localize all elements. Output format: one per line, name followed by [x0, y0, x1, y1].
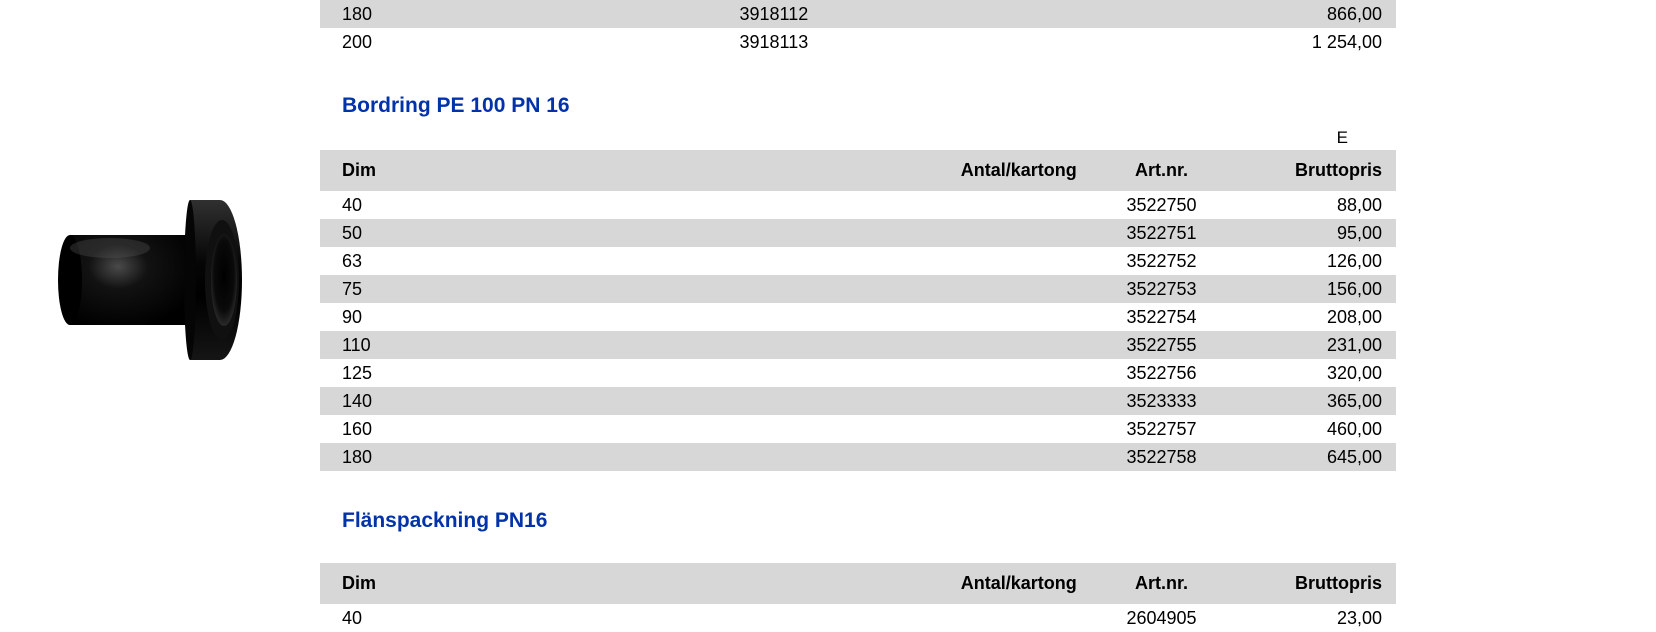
cell-price: 645,00: [1246, 443, 1396, 471]
section-title: Bordring PE 100 PN 16: [320, 94, 1396, 118]
cell-price: 320,00: [1246, 359, 1396, 387]
cell-price: 208,00: [1246, 303, 1396, 331]
cell-dim: 140: [320, 387, 917, 415]
header-antal: Antal/kartong: [917, 150, 1077, 191]
cell-dim: 180: [320, 0, 593, 28]
table-header-row: DimAntal/kartongArt.nr.Bruttopris: [320, 563, 1396, 604]
table-row: 90 3522754208,00: [320, 303, 1396, 331]
cell-antal: [917, 415, 1077, 443]
cell-antal: [917, 331, 1077, 359]
table-row: 63 3522752126,00: [320, 247, 1396, 275]
product-image-column: [0, 0, 320, 632]
cell-artnr: 3523333: [1077, 387, 1246, 415]
header-artnr: Art.nr.: [1077, 563, 1246, 604]
cell-dim: 200: [320, 28, 593, 56]
cell-artnr: 2604905: [1077, 604, 1246, 632]
cell-dim: 90: [320, 303, 917, 331]
cell-artnr: 3918112: [593, 0, 954, 28]
table-row: 40 260490523,00: [320, 604, 1396, 632]
cell-price: 460,00: [1246, 415, 1396, 443]
table-row: 40 352275088,00: [320, 191, 1396, 219]
table-row: 125 3522756320,00: [320, 359, 1396, 387]
cell-dim: 125: [320, 359, 917, 387]
table-row: 50 352275195,00: [320, 219, 1396, 247]
table-row: 75 3522753156,00: [320, 275, 1396, 303]
cell-dim: 63: [320, 247, 917, 275]
section-title: Flänspackning PN16: [320, 509, 1396, 533]
cell-artnr: 3522757: [1077, 415, 1246, 443]
header-antal: Antal/kartong: [917, 563, 1077, 604]
cell-price: 88,00: [1246, 191, 1396, 219]
header-dim: Dim: [320, 563, 917, 604]
cell-artnr: 3522753: [1077, 275, 1246, 303]
cell-dim: 110: [320, 331, 917, 359]
column-suffix-label: E: [320, 128, 1396, 148]
cell-antal: [917, 387, 1077, 415]
cell-antal: [917, 247, 1077, 275]
previous-table-tail: 1803918112866,0020039181131 254,00: [320, 0, 1396, 56]
cell-dim: 40: [320, 191, 917, 219]
cell-artnr: 3522750: [1077, 191, 1246, 219]
product-table: DimAntal/kartongArt.nr.Bruttopris4035227…: [320, 150, 1396, 471]
table-row: 160 3522757460,00: [320, 415, 1396, 443]
header-artnr: Art.nr.: [1077, 150, 1246, 191]
bordring-fitting-illustration: [50, 180, 270, 380]
cell-price: 866,00: [954, 0, 1396, 28]
cell-antal: [917, 191, 1077, 219]
cell-dim: 40: [320, 604, 917, 632]
cell-antal: [917, 219, 1077, 247]
cell-artnr: 3918113: [593, 28, 954, 56]
cell-dim: 180: [320, 443, 917, 471]
table-row: 1803918112866,00: [320, 0, 1396, 28]
cell-artnr: 3522751: [1077, 219, 1246, 247]
product-table: DimAntal/kartongArt.nr.Bruttopris4026049…: [320, 563, 1396, 632]
cell-artnr: 3522754: [1077, 303, 1246, 331]
cell-artnr: 3522755: [1077, 331, 1246, 359]
table-row: 140 3523333365,00: [320, 387, 1396, 415]
cell-dim: 160: [320, 415, 917, 443]
cell-price: 126,00: [1246, 247, 1396, 275]
cell-dim: 50: [320, 219, 917, 247]
cell-price: 95,00: [1246, 219, 1396, 247]
cell-antal: [917, 359, 1077, 387]
header-price: Bruttopris: [1246, 150, 1396, 191]
table-row: 110 3522755231,00: [320, 331, 1396, 359]
header-dim: Dim: [320, 150, 917, 191]
cell-artnr: 3522756: [1077, 359, 1246, 387]
cell-price: 156,00: [1246, 275, 1396, 303]
cell-antal: [917, 604, 1077, 632]
cell-price: 365,00: [1246, 387, 1396, 415]
cell-price: 23,00: [1246, 604, 1396, 632]
cell-price: 231,00: [1246, 331, 1396, 359]
content-column: 1803918112866,0020039181131 254,00 Bordr…: [320, 0, 1656, 632]
cell-antal: [917, 303, 1077, 331]
cell-artnr: 3522752: [1077, 247, 1246, 275]
cell-antal: [917, 443, 1077, 471]
table-row: 20039181131 254,00: [320, 28, 1396, 56]
cell-dim: 75: [320, 275, 917, 303]
cell-artnr: 3522758: [1077, 443, 1246, 471]
table-header-row: DimAntal/kartongArt.nr.Bruttopris: [320, 150, 1396, 191]
cell-antal: [917, 275, 1077, 303]
cell-price: 1 254,00: [954, 28, 1396, 56]
header-price: Bruttopris: [1246, 563, 1396, 604]
table-row: 180 3522758645,00: [320, 443, 1396, 471]
